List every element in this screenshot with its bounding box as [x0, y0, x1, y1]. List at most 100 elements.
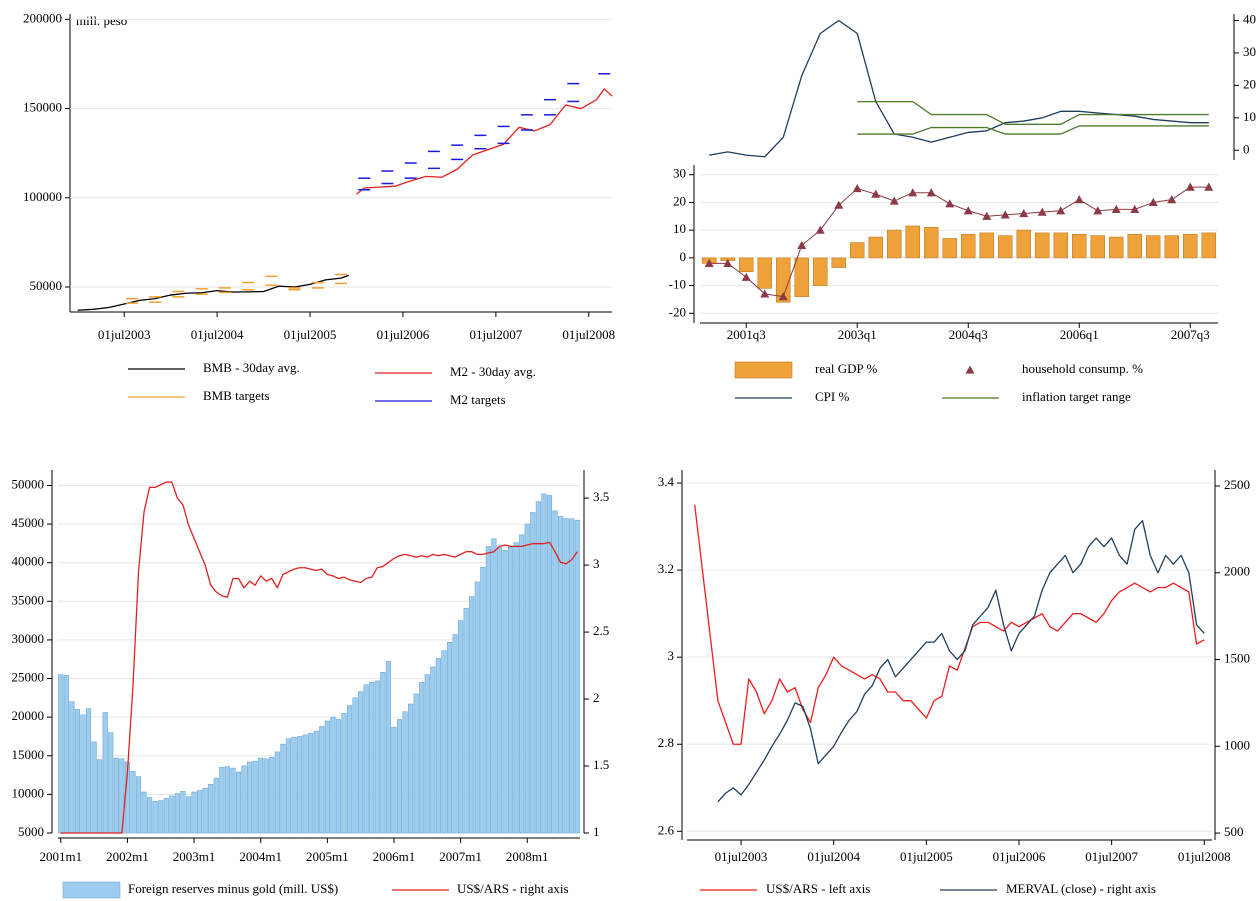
y2-tick-label: 500 — [1224, 824, 1244, 839]
x-tick-label: 01jul2006 — [993, 849, 1046, 864]
marker — [723, 258, 733, 268]
marker — [797, 240, 807, 249]
bar — [1072, 233, 1087, 259]
bar — [180, 790, 186, 834]
bar — [979, 232, 994, 259]
marker — [852, 184, 862, 193]
bar — [430, 666, 436, 834]
bar — [850, 242, 865, 259]
bar — [413, 693, 419, 834]
bar — [208, 784, 214, 834]
marker — [982, 211, 992, 220]
bar — [396, 719, 403, 834]
bar — [739, 257, 754, 273]
bar — [480, 567, 486, 834]
y-tick-label: 0 — [680, 249, 687, 264]
bar — [102, 712, 108, 834]
x-tick-label: 2006q1 — [1060, 327, 1099, 342]
bar — [424, 674, 430, 834]
bar — [831, 257, 846, 268]
y2-tick-label: 2500 — [1224, 477, 1250, 492]
marker — [778, 292, 788, 301]
range-high — [857, 100, 1209, 125]
bar — [1035, 232, 1050, 259]
bar — [313, 730, 319, 834]
bar — [998, 235, 1013, 259]
bar — [535, 501, 541, 834]
bar — [63, 675, 69, 834]
bar — [341, 712, 347, 834]
bar — [402, 711, 408, 834]
legend-label: real GDP % — [815, 361, 878, 376]
bar — [1146, 235, 1161, 259]
marker — [815, 225, 825, 234]
y-tick-label: 50000 — [30, 278, 63, 293]
bar — [369, 682, 375, 834]
bar — [441, 650, 447, 834]
legend-label: CPI % — [815, 389, 849, 404]
bar — [452, 634, 458, 834]
bar — [446, 641, 453, 834]
y-tick-label: 2.8 — [658, 735, 674, 750]
bar — [905, 225, 920, 259]
y-tick-label: 10000 — [12, 785, 45, 800]
bar — [335, 719, 342, 834]
bar — [85, 708, 92, 834]
x-tick-label: 2007q3 — [1171, 327, 1210, 342]
bar — [887, 229, 902, 259]
line — [709, 19, 1209, 158]
y2-tick-label: 1000 — [1224, 737, 1250, 752]
marker — [908, 188, 918, 197]
y-tick-label: 30000 — [12, 631, 45, 646]
bar — [285, 738, 292, 834]
x-tick-label: 2007m1 — [439, 849, 482, 864]
bar — [563, 518, 569, 834]
bar — [224, 766, 230, 834]
bar — [435, 658, 441, 834]
legend-swatch — [62, 881, 121, 899]
legend-label: Foreign reserves minus gold (mill. US$) — [128, 881, 338, 896]
y-tick-label: 3.4 — [658, 474, 675, 489]
x-tick-label: 01jul2004 — [191, 327, 244, 342]
legend-label: BMB - 30day avg. — [203, 360, 300, 375]
bar — [458, 620, 464, 834]
y2-tick-label: 1 — [593, 824, 600, 839]
bar — [485, 546, 491, 834]
bar — [147, 797, 153, 834]
bar — [502, 550, 508, 834]
bar — [274, 751, 280, 834]
bar — [776, 257, 791, 303]
bar — [519, 534, 525, 834]
x-tick-label: 2004m1 — [239, 849, 282, 864]
x-tick-label: 2008m1 — [506, 849, 549, 864]
x-tick-label: 2002m1 — [106, 849, 149, 864]
marker — [1111, 204, 1121, 213]
bar — [97, 759, 103, 834]
marker — [1074, 195, 1084, 204]
bar — [496, 546, 503, 834]
marker — [704, 258, 714, 268]
y-tick-label: 45000 — [12, 515, 45, 530]
x-tick-label: 01jul2007 — [469, 327, 522, 342]
y2-tick-label: 2 — [593, 690, 600, 705]
bar — [191, 791, 197, 834]
x-tick-label: 01jul2003 — [715, 849, 768, 864]
x-tick-label: 01jul2007 — [1085, 849, 1138, 864]
bar — [530, 512, 536, 834]
bar — [1127, 233, 1142, 259]
marker — [760, 289, 770, 298]
bar — [924, 227, 939, 259]
bar — [169, 795, 175, 834]
bar — [135, 776, 142, 834]
bar — [1201, 232, 1216, 259]
line — [60, 481, 578, 834]
y2-tick-label: 20 — [1243, 76, 1256, 91]
y2-tick-label: 10 — [1243, 109, 1256, 124]
marker — [1093, 206, 1103, 215]
x-tick-label: 2001m1 — [39, 849, 82, 864]
bar — [961, 233, 976, 259]
y2-tick-label: 3 — [593, 556, 600, 571]
bar — [302, 734, 308, 834]
legend-label: M2 targets — [450, 392, 506, 407]
